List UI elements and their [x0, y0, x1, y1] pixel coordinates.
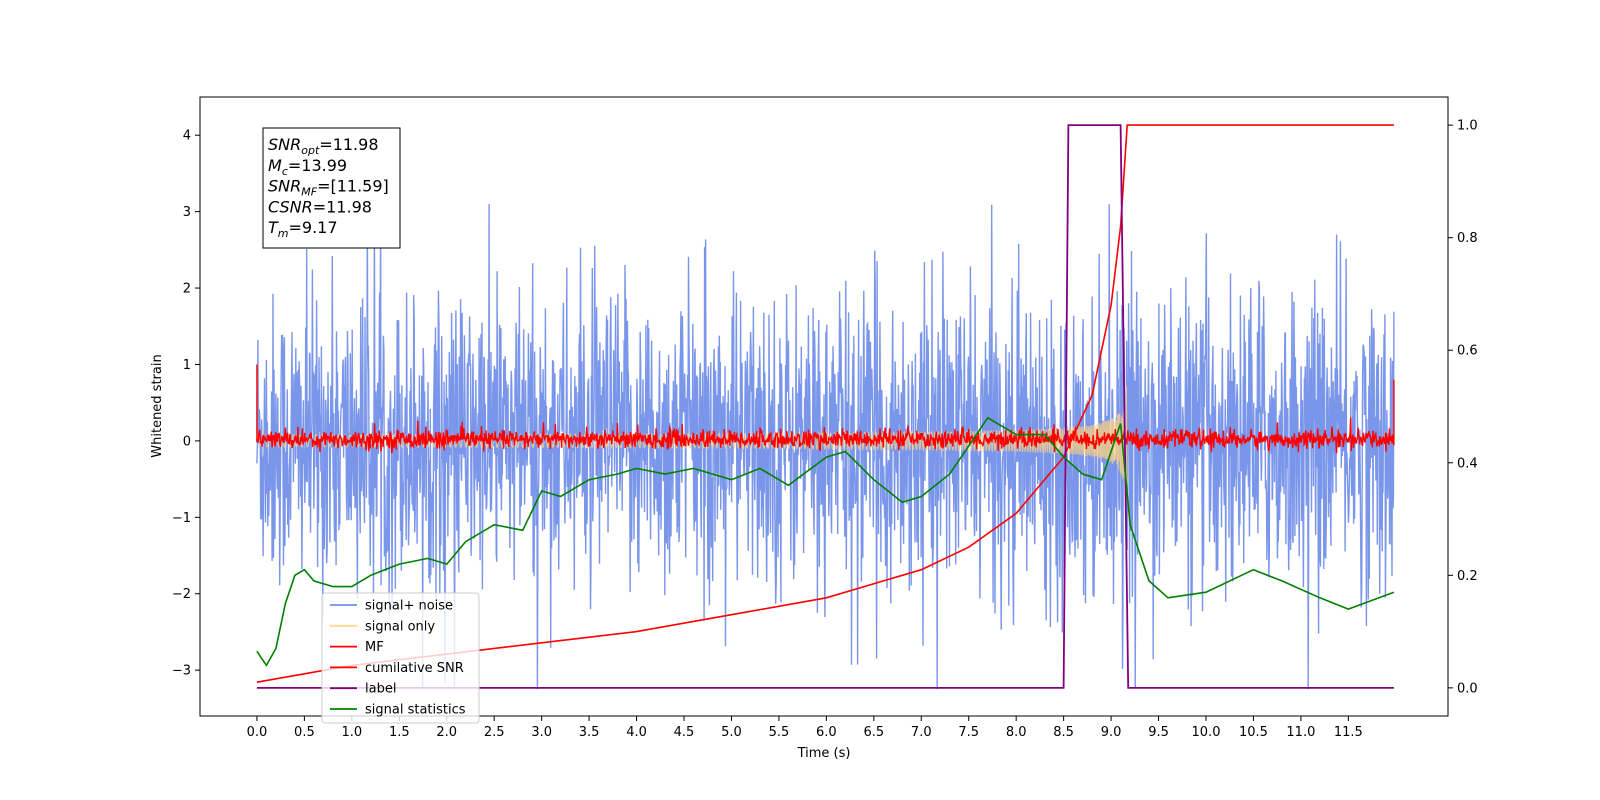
annotation-box-frame — [262, 127, 401, 249]
y2-tick-label: 0.4 — [1457, 456, 1478, 471]
series-signal-statistics — [256, 416, 1395, 667]
series-layer — [256, 124, 1395, 690]
legend-entry: signal statistics — [330, 703, 466, 718]
series-signal-only — [256, 386, 1128, 490]
series-mf — [256, 364, 1395, 454]
x-tick-label: 0.0 — [247, 725, 268, 740]
x-tick-label: 8.0 — [1006, 725, 1027, 740]
legend-label: label — [365, 682, 396, 697]
series-cumulative-snr — [256, 124, 1394, 683]
series-label — [256, 124, 1394, 689]
y-tick-label: −1 — [172, 511, 191, 526]
legend-entry: signal only — [330, 619, 435, 634]
series-signal-noise — [256, 203, 1395, 690]
x-tick-label: 2.5 — [484, 725, 505, 740]
annotation-line: CSNR=11.98 — [268, 197, 372, 216]
y2-tick-label: 1.0 — [1457, 119, 1478, 134]
y-tick-label: 4 — [183, 129, 191, 144]
y2-tick-label: 0.0 — [1457, 681, 1478, 696]
x-tick-label: 9.0 — [1101, 725, 1122, 740]
y-tick-label: −2 — [172, 587, 191, 602]
y-tick-label: 1 — [183, 358, 191, 373]
x-tick-label: 2.0 — [436, 725, 457, 740]
x-tick-label: 10.0 — [1192, 725, 1221, 740]
x-axis: 0.0 0.5 1.0 1.5 2.0 2.5 3.0 3.5 4.0 4.5 5.0 5.5 6.0 6… — [247, 716, 1363, 740]
legend-label: signal only — [365, 619, 435, 634]
legend-entry: cumilative SNR — [330, 661, 464, 676]
x-tick-label: 1.5 — [389, 725, 410, 740]
x-tick-label: 7.5 — [958, 725, 979, 740]
y-axis-right: 1.0 0.8 0.6 0.4 0.2 0.0 — [1448, 119, 1478, 696]
x-axis-label: Time (s) — [797, 746, 851, 761]
x-tick-label: 1.0 — [342, 725, 363, 740]
y2-tick-label: 0.6 — [1457, 344, 1478, 359]
y-axis-label: Whitened strain — [150, 354, 165, 457]
x-tick-label: 9.5 — [1148, 725, 1169, 740]
x-tick-label: 11.0 — [1286, 725, 1315, 740]
x-tick-label: 6.5 — [863, 725, 884, 740]
y-tick-label: 0 — [183, 434, 191, 449]
x-tick-label: 4.5 — [674, 725, 695, 740]
x-tick-label: 10.5 — [1239, 725, 1268, 740]
legend-frame — [321, 592, 480, 724]
legend-label: MF — [365, 640, 384, 655]
y2-tick-label: 0.2 — [1457, 569, 1478, 584]
legend-entry: signal+ noise — [330, 599, 453, 614]
x-tick-label: 5.5 — [769, 725, 790, 740]
plot-area — [256, 124, 1395, 690]
legend-entry: MF — [330, 640, 384, 655]
x-tick-label: 0.5 — [294, 725, 315, 740]
annotation-line: SNRMF=[11.59] — [268, 177, 389, 199]
y-tick-label: −3 — [172, 664, 191, 679]
y-tick-label: 3 — [183, 205, 191, 220]
legend-entry: label — [330, 682, 396, 697]
annotation-line: Tm=9.17 — [268, 218, 338, 240]
legend-label: cumilative SNR — [365, 661, 464, 676]
legend-label: signal+ noise — [365, 599, 453, 614]
annotation-line: SNRopt=11.98 — [268, 135, 379, 157]
y2-tick-label: 0.8 — [1457, 231, 1478, 246]
legend: signal+ noise signal only MF cumilative SNR… — [321, 592, 480, 724]
x-tick-label: 6.0 — [816, 725, 837, 740]
axes-frame — [199, 96, 1449, 717]
x-tick-label: 4.0 — [626, 725, 647, 740]
x-tick-label: 3.0 — [531, 725, 552, 740]
x-tick-label: 8.5 — [1053, 725, 1074, 740]
y-axis-left: 4 3 2 1 0 −1 −2 −3 — [172, 129, 200, 679]
y-tick-label: 2 — [183, 282, 191, 297]
x-tick-label: 3.5 — [579, 725, 600, 740]
x-tick-label: 5.0 — [721, 725, 742, 740]
annotation-line: Mc=13.99 — [268, 156, 347, 178]
x-tick-label: 11.5 — [1334, 725, 1363, 740]
x-tick-label: 7.0 — [911, 725, 932, 740]
annotation-box: SNRopt=11.98Mc=13.99SNRMF=[11.59]CSNR=11… — [262, 127, 401, 249]
legend-label: signal statistics — [365, 703, 466, 718]
